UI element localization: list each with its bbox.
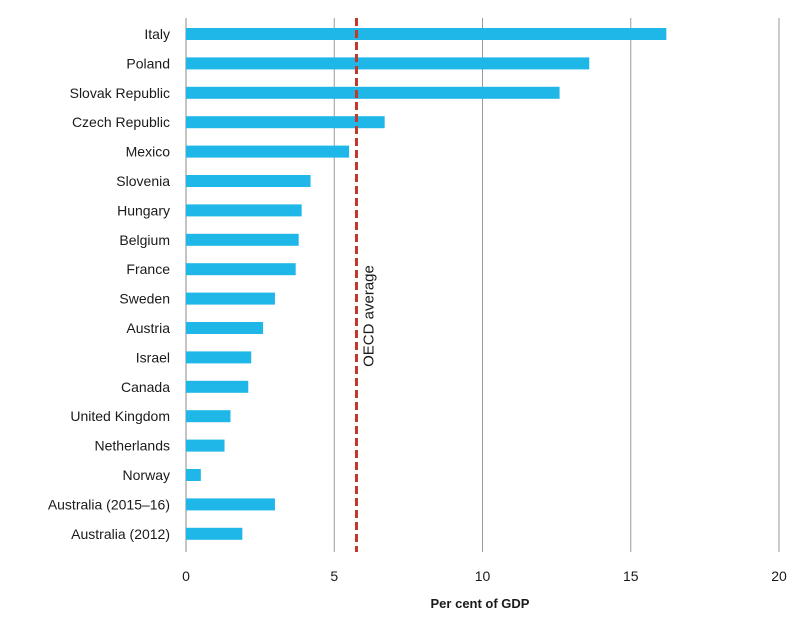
category-label: Poland bbox=[126, 55, 170, 71]
category-labels: Italy Poland Slovak Republic Czech Republic… bbox=[48, 26, 170, 542]
category-label: Mexico bbox=[126, 144, 171, 160]
category-label: United Kingdom bbox=[70, 408, 170, 424]
category-label: Israel bbox=[136, 349, 170, 365]
bar bbox=[186, 380, 249, 393]
bar bbox=[186, 116, 385, 129]
bar bbox=[186, 263, 296, 276]
category-label: Netherlands bbox=[95, 438, 171, 454]
bar bbox=[186, 28, 667, 40]
x-tick-label: 0 bbox=[182, 568, 190, 584]
bar bbox=[186, 86, 560, 99]
bar bbox=[186, 57, 590, 70]
category-label: Australia (2012) bbox=[71, 526, 170, 542]
category-label: Austria bbox=[126, 320, 170, 336]
bar bbox=[186, 175, 311, 187]
bar bbox=[186, 527, 243, 540]
category-label: Slovenia bbox=[116, 173, 170, 189]
bars bbox=[186, 28, 667, 540]
x-tick-labels: 0 5 10 15 20 bbox=[182, 568, 787, 584]
x-tick-label: 20 bbox=[771, 568, 787, 584]
bar bbox=[186, 351, 252, 364]
category-label: Norway bbox=[123, 467, 170, 483]
oecd-average-reference: OECD average bbox=[354, 18, 377, 552]
bar bbox=[186, 292, 275, 305]
bar bbox=[186, 233, 299, 246]
bar bbox=[186, 439, 225, 452]
category-label: Canada bbox=[121, 379, 170, 395]
x-tick-label: 5 bbox=[330, 568, 338, 584]
x-tick-label: 15 bbox=[623, 568, 639, 584]
bar bbox=[186, 322, 264, 334]
category-label: Slovak Republic bbox=[70, 85, 170, 101]
oecd-average-label: OECD average bbox=[360, 265, 377, 367]
bar bbox=[186, 498, 275, 511]
category-label: Belgium bbox=[119, 232, 170, 248]
category-label: Italy bbox=[144, 26, 170, 42]
category-label: Australia (2015–16) bbox=[48, 496, 170, 512]
x-tick-label: 10 bbox=[475, 568, 491, 584]
gridlines bbox=[185, 18, 780, 552]
category-label: Czech Republic bbox=[72, 114, 170, 130]
x-axis-title: Per cent of GDP bbox=[431, 596, 530, 611]
bar bbox=[186, 145, 350, 158]
category-label: Sweden bbox=[119, 291, 170, 307]
bar bbox=[186, 204, 302, 217]
category-label: France bbox=[126, 261, 170, 277]
category-label: Hungary bbox=[117, 202, 170, 218]
bar bbox=[186, 410, 231, 423]
bar bbox=[186, 469, 201, 481]
